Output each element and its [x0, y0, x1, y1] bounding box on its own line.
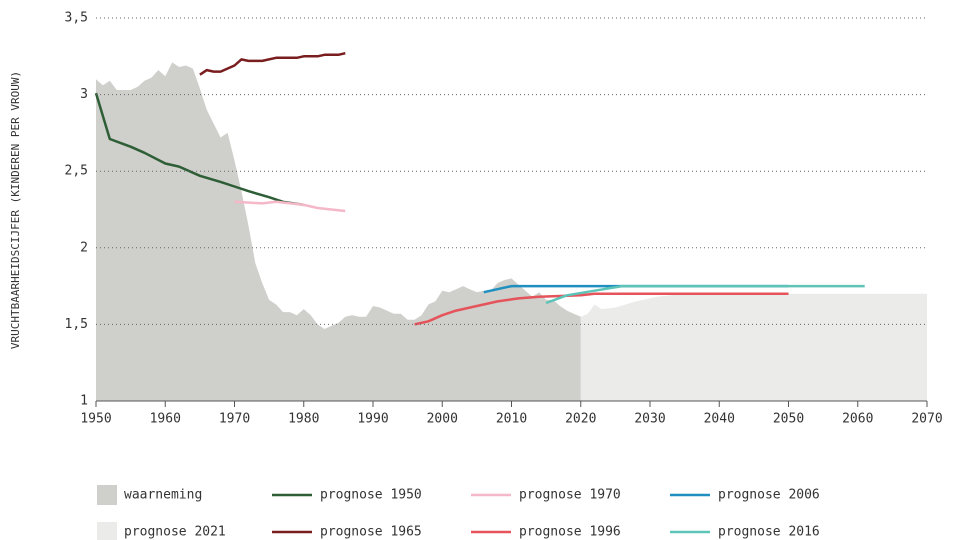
legend-swatch: [97, 522, 117, 540]
line: [199, 51, 346, 76]
legend-label: prognose 2021: [124, 525, 226, 540]
x-tick-label: 2020: [565, 412, 596, 427]
y-tick-label: 2,5: [65, 164, 88, 179]
x-tick-label: 2010: [496, 412, 527, 427]
legend-label: waarneming: [124, 488, 202, 503]
x-tick-label: 2000: [427, 412, 458, 427]
x-tick-label: 2070: [911, 412, 942, 427]
x-tick-label: 2040: [704, 412, 735, 427]
x-tick-label: 1980: [288, 412, 319, 427]
line: [545, 284, 865, 305]
y-tick-label: 3,5: [65, 11, 88, 26]
area: [580, 293, 927, 401]
y-tick-label: 2: [80, 240, 88, 255]
y-tick-label: 3: [80, 87, 88, 102]
line: [414, 292, 789, 326]
legend-label: prognose 2006: [718, 488, 820, 503]
x-tick-label: 1950: [80, 412, 111, 427]
legend-label: prognose 1970: [519, 488, 621, 503]
x-tick-label: 1960: [150, 412, 181, 427]
line: [94, 92, 304, 207]
legend-label: prognose 2016: [718, 525, 820, 540]
x-tick-label: 2030: [634, 412, 665, 427]
area: [96, 62, 581, 402]
y-axis-label: VRUCHTBAARHEIDSCIJFER (KINDEREN PER VROU…: [9, 71, 22, 349]
legend-swatch: [97, 485, 117, 505]
y-tick-label: 1: [80, 394, 88, 409]
legend-label: prognose 1996: [519, 525, 621, 540]
x-tick-label: 2060: [842, 412, 873, 427]
line: [234, 200, 346, 213]
x-tick-label: 1990: [357, 412, 388, 427]
legend-label: prognose 1950: [320, 488, 422, 503]
y-tick-label: 1,5: [65, 317, 88, 332]
x-tick-label: 1970: [219, 412, 250, 427]
legend-label: prognose 1965: [320, 525, 422, 540]
x-tick-label: 2050: [773, 412, 804, 427]
